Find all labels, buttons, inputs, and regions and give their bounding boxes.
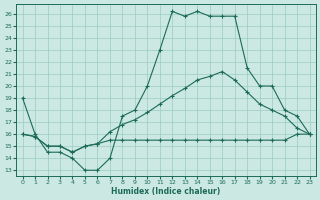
X-axis label: Humidex (Indice chaleur): Humidex (Indice chaleur) xyxy=(111,187,221,196)
